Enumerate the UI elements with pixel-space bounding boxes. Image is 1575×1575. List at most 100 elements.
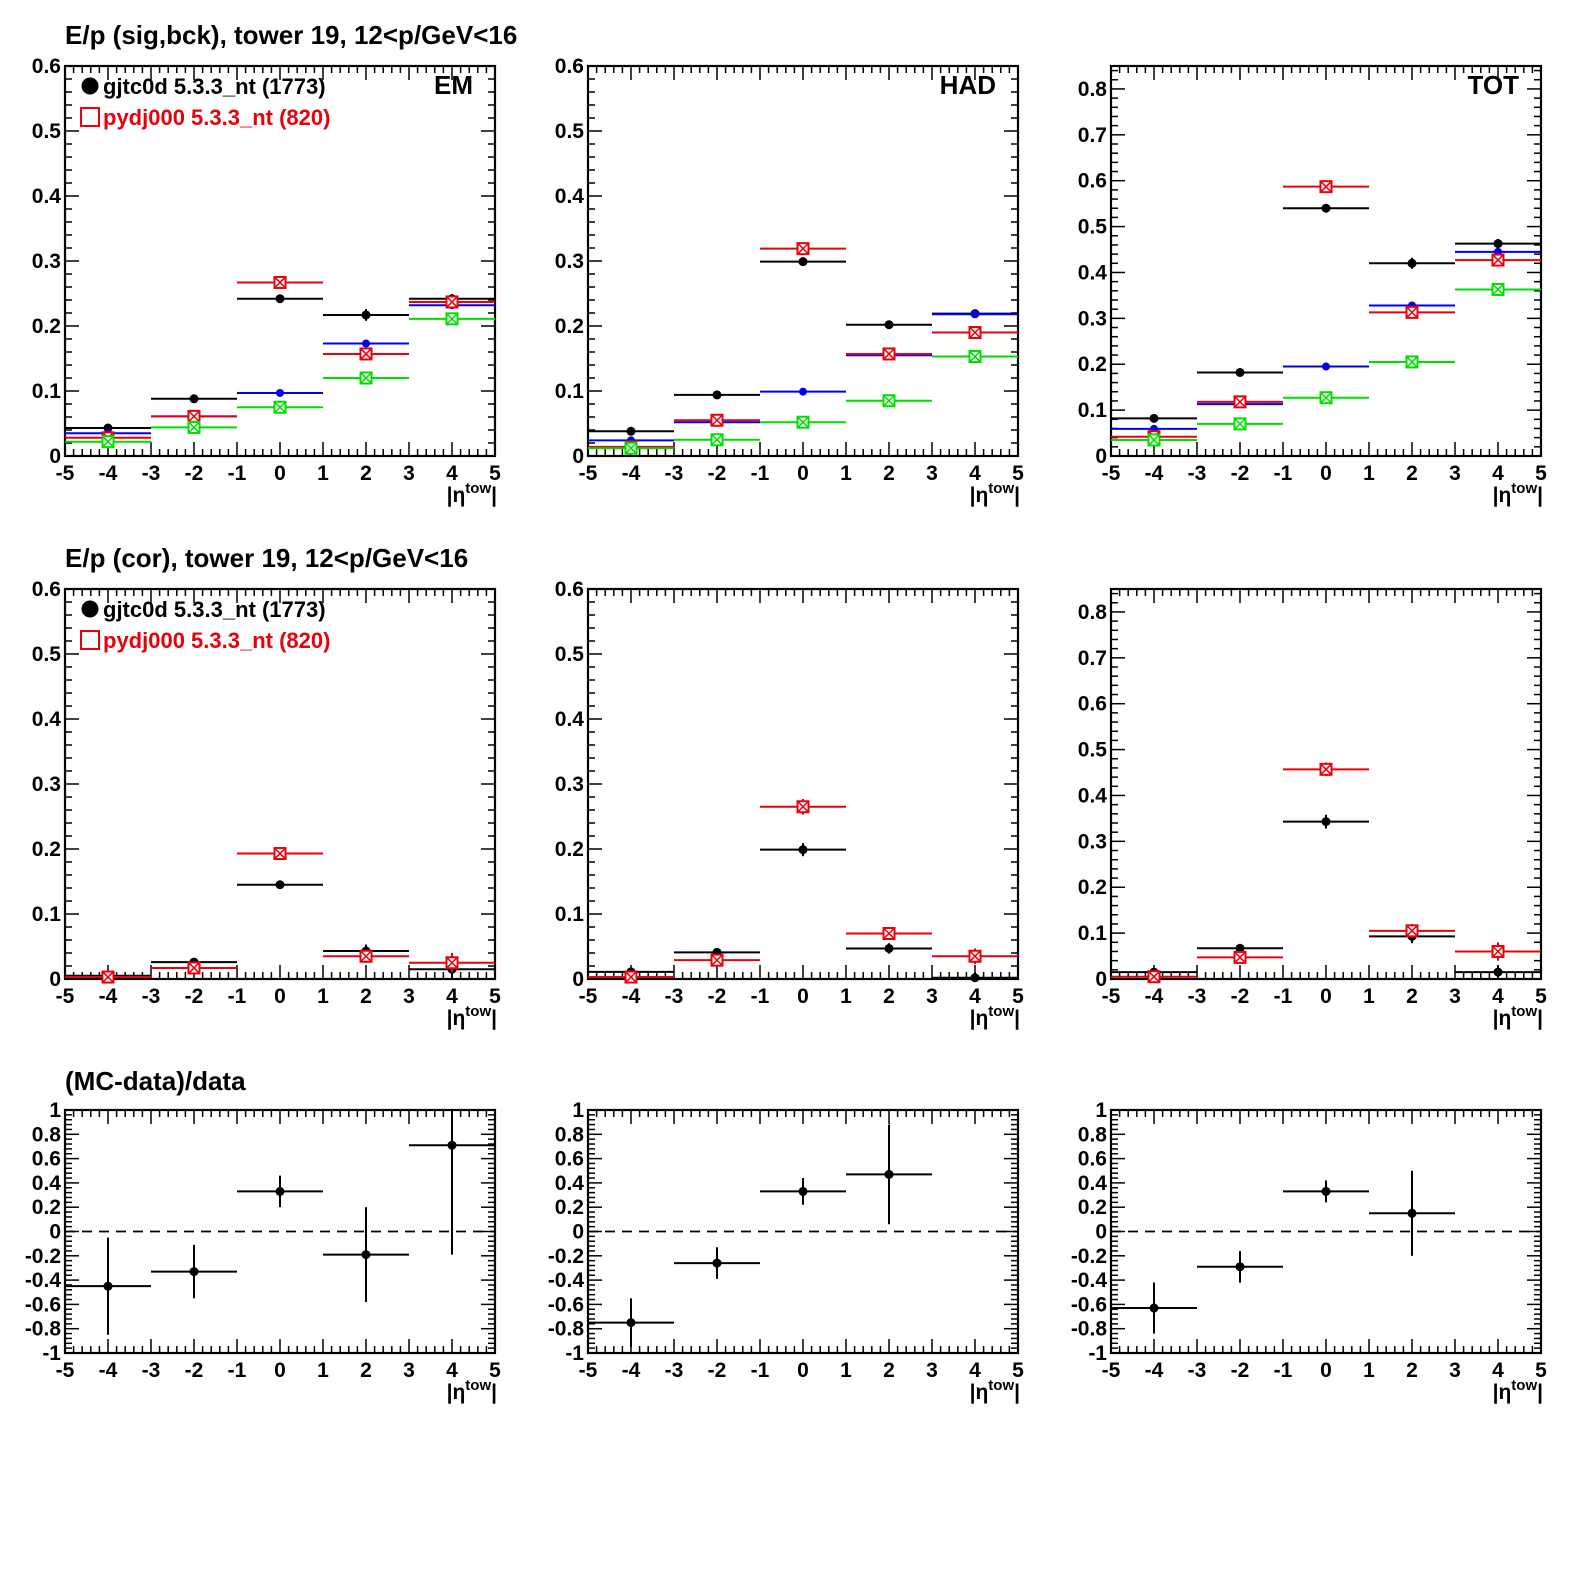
y-tick-label: -0.2 <box>548 1245 584 1268</box>
y-tick-label: 0.4 <box>1078 784 1108 807</box>
y-tick-label: 0.6 <box>555 578 584 601</box>
data-point <box>189 1267 199 1277</box>
data-point-cross <box>445 956 459 969</box>
data-point-cross <box>187 410 201 423</box>
panel-r3c1: -5 -4 -3 -2 -1 0 1 2 3 4 5-1-0.8-0.6-0.4-0.200.20.… <box>25 1099 501 1404</box>
data-point <box>712 1258 722 1268</box>
y-tick-label: 0.5 <box>32 120 62 143</box>
data-point <box>1235 1262 1245 1272</box>
data-point <box>1149 1303 1159 1313</box>
data-point <box>971 310 979 319</box>
data-point-cross <box>1405 924 1419 937</box>
data-point-cross <box>1147 970 1161 983</box>
series-3 <box>65 312 495 449</box>
x-tick-label: -5 <box>579 462 598 485</box>
y-tick-label: 0 <box>1095 968 1107 991</box>
data-point-cross <box>101 435 115 448</box>
series-0 <box>1111 203 1541 423</box>
y-tick-label: 0.4 <box>555 708 585 731</box>
x-tick-label: -5 <box>56 462 75 485</box>
y-tick-label: 0 <box>49 968 61 991</box>
x-tick-label: 0 <box>1320 985 1332 1008</box>
data-point-cross <box>359 950 373 963</box>
panel-label-tot: TOT <box>1467 70 1519 100</box>
legend-marker-circle <box>81 600 99 618</box>
x-tick-label: -1 <box>228 462 247 485</box>
x-tick-label: 5 <box>489 1359 501 1382</box>
data-point <box>275 294 285 304</box>
x-tick-label: 5 <box>1012 462 1024 485</box>
legend-label: gjtc0d 5.3.3_nt (1773) <box>103 74 326 99</box>
y-tick-label: 0.3 <box>32 250 61 273</box>
panel-r1c3: -5 -4 -3 -2 -1 0 1 2 3 4 5 0 0.1 0.2 0.3 0.4 0.5 0.6 0.7 0.… <box>1078 64 1547 507</box>
data-point <box>798 1186 808 1196</box>
series-0 <box>588 1124 932 1347</box>
y-tick-label: 0.5 <box>555 120 585 143</box>
x-tick-label: -2 <box>185 1359 204 1382</box>
x-tick-label: 4 <box>1492 462 1504 485</box>
data-point-cross <box>796 242 810 255</box>
x-axis-title: |ηtow| <box>970 480 1020 507</box>
x-tick-label: 5 <box>489 462 501 485</box>
x-tick-label: -5 <box>1102 985 1121 1008</box>
x-tick-label: -1 <box>228 1359 247 1382</box>
y-tick-label: 0.2 <box>555 838 584 861</box>
x-tick-label: 1 <box>317 1359 329 1382</box>
x-tick-label: 4 <box>969 462 981 485</box>
x-tick-label: -2 <box>1231 985 1250 1008</box>
x-tick-label: -1 <box>751 462 770 485</box>
data-point-cross <box>273 276 287 289</box>
data-point <box>1321 203 1331 213</box>
y-tick-label: -0.2 <box>1071 1245 1107 1268</box>
x-tick-label: 3 <box>403 1359 415 1382</box>
x-tick-label: 4 <box>969 985 981 1008</box>
x-tick-label: 1 <box>1363 985 1375 1008</box>
y-tick-label: 0.2 <box>555 1196 584 1219</box>
y-tick-label: -1 <box>42 1342 61 1365</box>
y-tick-label: -0.8 <box>548 1318 585 1341</box>
y-tick-label: 0.8 <box>1078 1123 1108 1146</box>
x-tick-label: 2 <box>1406 1359 1418 1382</box>
y-tick-label: 0 <box>49 445 61 468</box>
x-tick-label: 0 <box>274 985 286 1008</box>
y-tick-label: 0.7 <box>1078 124 1107 147</box>
series-1 <box>65 301 495 438</box>
y-tick-label: 0 <box>1095 445 1107 468</box>
x-axis-title: |ηtow| <box>447 1377 497 1404</box>
x-tick-label: -5 <box>1102 1359 1121 1382</box>
data-point <box>447 1140 457 1150</box>
y-tick-label: 0.6 <box>32 1148 61 1171</box>
legend-label: pydj000 5.3.3_nt (820) <box>103 628 330 653</box>
y-tick-label: -0.6 <box>1071 1293 1107 1316</box>
plot-frame <box>586 587 1020 981</box>
y-tick-label: 0.8 <box>1078 78 1108 101</box>
y-tick-label: 0.2 <box>32 1196 61 1219</box>
x-tick-label: 5 <box>1012 1359 1024 1382</box>
data-point-cross <box>1233 417 1247 430</box>
y-tick-label: 0.5 <box>32 643 62 666</box>
data-point <box>1321 1186 1331 1196</box>
x-tick-label: 4 <box>969 1359 981 1382</box>
x-tick-label: -2 <box>708 462 727 485</box>
y-tick-label: 0 <box>49 1221 61 1244</box>
x-tick-label: 5 <box>489 985 501 1008</box>
data-point <box>1493 239 1503 249</box>
y-tick-label: 0.1 <box>32 903 62 926</box>
y-tick-label: 0.4 <box>32 708 62 731</box>
x-tick-label: -4 <box>99 462 118 485</box>
data-point <box>970 973 980 983</box>
y-tick-label: 0.4 <box>1078 261 1108 284</box>
data-point-cross <box>359 371 373 385</box>
data-point-cross <box>1147 433 1161 446</box>
x-tick-label: 3 <box>926 1359 938 1382</box>
x-tick-label: -3 <box>665 462 684 485</box>
y-tick-label: -0.6 <box>25 1293 61 1316</box>
x-tick-label: 0 <box>274 462 286 485</box>
x-tick-label: 0 <box>797 1359 809 1382</box>
x-tick-label: -3 <box>665 985 684 1008</box>
y-tick-label: -0.4 <box>548 1269 585 1292</box>
data-point-cross <box>1319 763 1333 776</box>
row-title-corrected: E/p (cor), tower 19, 12<p/GeV<16 <box>65 543 468 573</box>
x-tick-label: -2 <box>185 462 204 485</box>
x-tick-label: 0 <box>797 985 809 1008</box>
